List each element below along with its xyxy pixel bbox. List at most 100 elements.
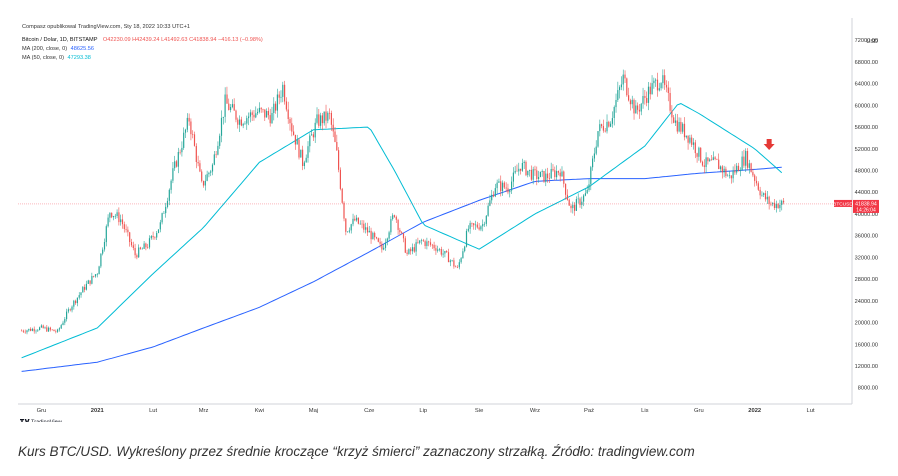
candle-body [399,229,401,233]
candle-body [505,187,507,189]
candle-body [676,120,678,132]
candle-body [282,84,284,97]
candle-body [577,198,579,200]
candle-body [293,131,295,135]
candle-body [644,96,646,98]
candle-body [541,171,543,172]
candle-body [667,87,669,93]
candle-body [556,171,558,178]
candle-body [447,252,450,263]
ticker-tag-text: BTCUSD [833,201,853,207]
candle-body [244,123,246,125]
candle-body [469,223,471,229]
symbol-title[interactable]: Bitcoin / Dolar, 1D, BITSTAMP [22,37,98,43]
ma200-legend[interactable]: MA (200, close, 0) [22,46,68,52]
candle-body [401,232,403,234]
candle-body [775,203,777,208]
candle-body [773,202,776,208]
candle-body [57,329,59,332]
death-cross-arrow-icon [763,139,775,151]
candle-body [543,171,545,182]
candle-body [653,80,655,84]
candle-body [215,154,217,155]
candle-body [599,124,601,132]
candle-body [184,129,187,133]
candle-body [451,260,453,261]
candle-body [433,244,435,249]
candle-body [764,193,767,200]
candle-body [280,96,282,98]
candle-body [285,101,287,110]
last-price-text: 41838.94 [855,201,877,207]
candle-body [275,103,277,111]
candle-body [485,215,487,224]
candle-body [646,98,648,103]
candle-body [231,104,233,107]
last-price-tag[interactable] [853,199,879,213]
candle-body [707,157,709,162]
candle-body [496,182,498,189]
ma50-legend[interactable]: MA (50, close, 0) [22,55,64,61]
candle-body [30,328,32,331]
candle-body [734,170,736,173]
candle-body [476,224,478,228]
candle-body [523,161,525,163]
candle-body [302,149,304,166]
candle-body [768,196,770,204]
candle-body [370,230,372,240]
candle-body [76,297,78,304]
candle-body [260,107,262,110]
candle-body [55,331,57,332]
candle-body [716,159,718,160]
candle-body [21,330,23,332]
candle-body [770,203,772,205]
candle-body [763,193,765,195]
candle-body [147,247,149,248]
price-axis[interactable]: USD 8000.00 12000.00 16000.00 20000.00 24000.… [855,38,878,392]
candle-body [473,223,475,226]
candle-body [266,111,268,118]
candle-body [327,112,329,121]
candle-body [651,83,653,95]
ma50-value: 47293.38 [67,55,91,61]
candle-body [66,311,68,320]
candle-body [235,110,237,120]
candle-body [487,205,489,216]
candle-body [597,131,599,147]
candle-body [179,152,181,153]
candle-body [568,199,570,206]
candle-body [217,145,219,155]
candle-body [352,218,354,225]
plot-area [18,18,853,405]
ma200-value: 48625.56 [70,46,94,52]
candle-body [375,237,378,239]
candle-body [347,231,349,233]
candle-body [152,236,154,238]
time-axis[interactable]: Gru 2021 Lut Mrz Kwi Maj Cze Lip Sie Wrz Paź Lis Gru… [37,408,815,414]
candle-body [62,322,64,325]
candle-body [298,139,300,158]
candle-body [779,204,781,209]
candle-body [320,115,322,126]
chart-frame: USD 8000.00 12000.00 16000.00 20000.00 24000.… [18,18,886,422]
candle-body [691,137,693,145]
candle-body [431,244,433,246]
x-tick-label: Lut [807,408,815,414]
candle-body [354,218,356,221]
x-tick-label: Wrz [530,408,540,414]
candle-body [393,215,396,217]
candle-body [262,109,264,110]
candle-body [714,157,716,159]
candle-body [303,162,305,166]
candle-body [458,262,460,268]
candle-body [242,123,244,126]
candle-body [22,330,24,332]
candle-body [592,158,594,168]
candle-body [321,115,323,124]
candle-body [538,177,540,179]
candle-body [755,180,758,184]
candle-body [251,112,253,115]
candle-body [649,86,651,95]
axis-unit-label: USD [866,39,878,45]
candle-body [701,161,704,166]
